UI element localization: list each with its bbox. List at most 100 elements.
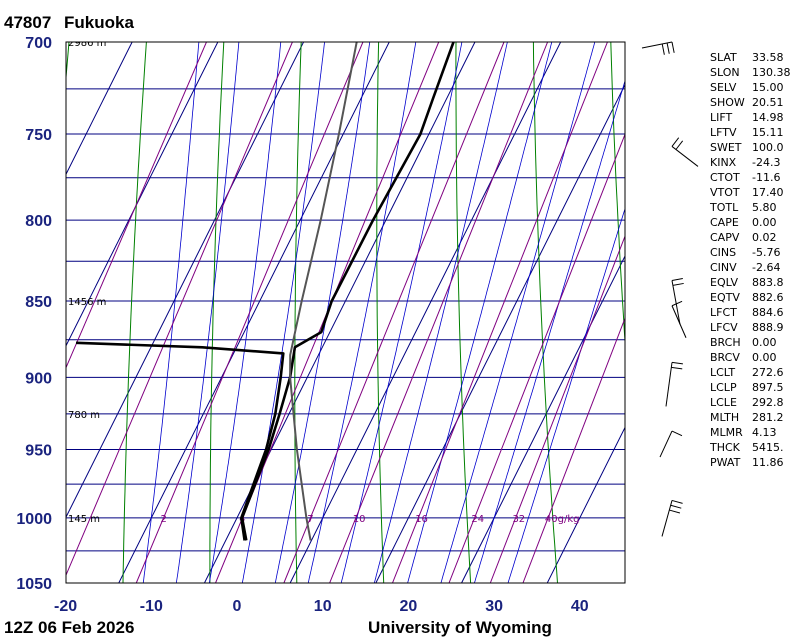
dry-adiabat	[376, 42, 385, 583]
index-key: KINX	[710, 156, 737, 169]
barb-flag	[670, 504, 682, 509]
isotherm-line	[461, 254, 625, 583]
barb-flag	[671, 41, 675, 53]
height-label: 1456 m	[68, 297, 106, 308]
barb-flag	[671, 300, 683, 307]
mixing-ratio-label: 16	[415, 514, 428, 525]
index-key: BRCV	[710, 351, 740, 364]
barb-flag	[666, 42, 670, 54]
pressure-tick-label: 1000	[16, 511, 52, 528]
index-value: 0.02	[752, 231, 777, 244]
moist-adiabat	[340, 42, 463, 583]
index-value: 100.0	[752, 141, 784, 154]
barb-flag	[671, 361, 683, 365]
index-value: -2.64	[752, 261, 780, 274]
index-value: 281.2	[752, 411, 784, 424]
barb-flag	[675, 140, 684, 150]
index-key: BRCH	[710, 336, 741, 349]
index-key: LFTV	[710, 126, 737, 139]
barb-shaft	[665, 362, 673, 407]
barb-flag	[672, 282, 684, 286]
index-key: CTOT	[710, 171, 740, 184]
height-label: 145 m	[68, 514, 100, 525]
index-key: SELV	[710, 81, 737, 94]
moist-adiabat	[176, 42, 240, 583]
moist-adiabat	[440, 42, 596, 583]
index-key: LCLT	[710, 366, 735, 379]
index-key: CAPV	[710, 231, 740, 244]
moist-adiabat	[142, 42, 200, 583]
index-value: 884.6	[752, 306, 784, 319]
isotherm-line	[118, 42, 390, 583]
index-value: 4.13	[752, 426, 777, 439]
moist-adiabat	[241, 42, 325, 583]
index-value: 272.6	[752, 366, 784, 379]
temperature-profile	[240, 42, 455, 541]
temperature-tick-label: 30	[485, 598, 503, 615]
wind-barb	[661, 499, 683, 537]
station-id: 47807	[4, 13, 51, 32]
index-value: 0.00	[752, 336, 777, 349]
index-key: LCLE	[710, 396, 737, 409]
footer-source: University of Wyoming	[368, 618, 552, 637]
temperature-tick-label: 0	[233, 598, 242, 615]
pressure-tick-label: 850	[25, 294, 52, 311]
index-key: EQLV	[710, 276, 739, 289]
station-name: Fukuoka	[64, 13, 134, 32]
height-label: 2986 m	[68, 38, 106, 49]
dry-adiabat	[455, 42, 472, 583]
index-key: VTOT	[710, 186, 740, 199]
index-key: LCLP	[710, 381, 737, 394]
index-key: SLAT	[710, 51, 737, 64]
index-value: 15.11	[752, 126, 784, 139]
temperature-tick-label: 10	[314, 598, 332, 615]
wind-barb	[671, 300, 687, 338]
pressure-tick-label: 900	[25, 370, 52, 387]
moist-adiabat	[507, 207, 625, 583]
temperature-tick-label: 20	[400, 598, 418, 615]
mixing-ratio-label: 2	[160, 514, 166, 525]
index-value: 888.9	[752, 321, 784, 334]
dry-adiabat	[294, 42, 302, 583]
station-indices: SLAT 33.58 SLON 130.38 SELV 15.00 SHOW 20.51 LIF…	[709, 51, 791, 469]
index-key: CINV	[710, 261, 737, 274]
index-key: TOTL	[709, 201, 739, 214]
footer-time: 12Z 06 Feb 2026	[4, 618, 134, 637]
barb-shaft	[671, 146, 699, 167]
pressure-tick-label: 950	[25, 442, 52, 459]
index-value: 0.00	[752, 351, 777, 364]
moist-adiabat	[407, 42, 553, 583]
index-key: SWET	[710, 141, 742, 154]
barb-shaft	[671, 305, 687, 338]
barb-shaft	[671, 280, 681, 325]
barb-flag	[671, 137, 680, 147]
mixing-ratio-line	[66, 42, 207, 369]
barb-flag	[661, 43, 665, 55]
temperature-tick-label: -20	[54, 598, 77, 615]
mixing-ratio-line	[135, 42, 364, 583]
index-key: LFCV	[710, 321, 738, 334]
wind-barb	[671, 278, 684, 325]
barb-flag	[671, 366, 683, 370]
dewpoint-profile	[75, 341, 285, 541]
index-value: 20.51	[752, 96, 784, 109]
moist-adiabat	[307, 42, 417, 583]
barb-shaft	[659, 430, 673, 458]
index-key: PWAT	[710, 456, 741, 469]
isotherm-line	[66, 42, 133, 176]
index-key: LIFT	[710, 111, 733, 124]
index-value: 130.38	[752, 66, 791, 79]
plot-frame	[65, 41, 626, 584]
barb-flag	[671, 430, 683, 437]
barb-flag	[669, 509, 681, 514]
index-value: 292.8	[752, 396, 784, 409]
temperature-tick-label: 40	[571, 598, 589, 615]
index-value: 883.8	[752, 276, 784, 289]
barb-flag	[671, 278, 683, 281]
moist-adiabat	[274, 42, 371, 583]
barb-shaft	[641, 41, 673, 49]
barb-shaft	[661, 500, 673, 537]
index-value: 882.6	[752, 291, 784, 304]
